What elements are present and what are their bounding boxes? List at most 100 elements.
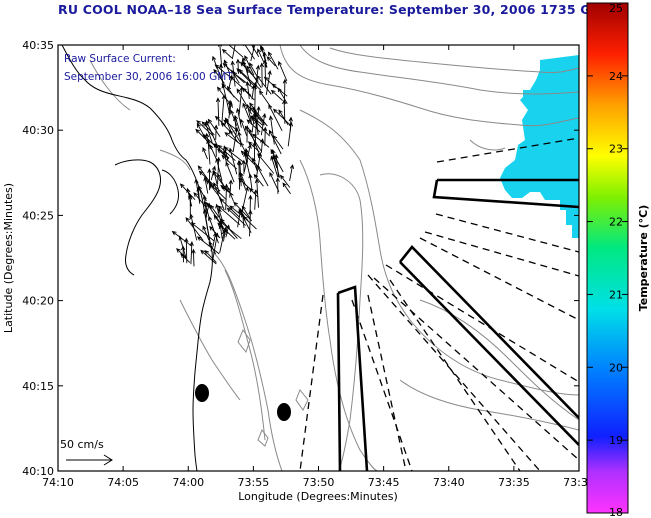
current-vector	[265, 69, 272, 95]
current-vector	[191, 248, 196, 267]
current-vector	[238, 208, 252, 234]
x-tick-label: 74:00	[172, 476, 204, 489]
current-vector	[282, 78, 288, 105]
current-vector	[217, 173, 228, 192]
current-vector	[205, 119, 219, 147]
current-vector	[254, 178, 260, 208]
current-vector	[241, 159, 247, 175]
current-vector	[219, 229, 226, 253]
current-vector	[243, 151, 251, 179]
current-vector	[201, 121, 215, 136]
current-vector	[252, 141, 257, 162]
colorbar-tick-label: 22	[609, 216, 623, 229]
current-vector	[240, 150, 256, 166]
current-vector	[248, 173, 253, 191]
current-vector	[278, 60, 288, 82]
current-vector	[239, 118, 248, 137]
station-marker	[195, 384, 209, 402]
current-vector	[221, 94, 227, 126]
current-vector	[225, 224, 231, 238]
current-vector	[221, 48, 233, 59]
x-tick-label: 73:55	[238, 476, 270, 489]
bathymetry-contours	[89, 45, 579, 471]
current-vector	[235, 107, 242, 128]
y-tick-label: 40:15	[22, 380, 54, 393]
current-vector	[249, 62, 258, 78]
current-vector	[272, 108, 292, 126]
current-vector	[228, 45, 244, 58]
sst-patch	[500, 55, 579, 238]
current-vector	[254, 119, 259, 146]
current-vector	[205, 202, 211, 216]
current-vector	[217, 45, 223, 68]
current-vector	[207, 118, 221, 137]
current-vector	[266, 56, 276, 67]
current-vector	[223, 59, 230, 74]
y-tick-label: 40:30	[22, 124, 54, 137]
current-vector	[260, 138, 265, 153]
x-tick-label: 73:45	[368, 476, 400, 489]
current-vector	[270, 89, 283, 101]
current-vector	[209, 144, 218, 160]
current-vector	[278, 109, 289, 126]
current-vector	[267, 51, 279, 70]
current-vector	[244, 147, 249, 163]
current-vector	[255, 151, 262, 178]
current-vector	[202, 146, 208, 160]
current-vector	[270, 155, 279, 178]
current-vector	[244, 149, 262, 172]
scale-label: 50 cm/s	[60, 438, 104, 451]
current-vector	[260, 112, 267, 136]
plot-frame	[57, 44, 580, 472]
current-vector	[228, 147, 238, 175]
current-vector	[262, 51, 267, 68]
current-vector	[217, 205, 240, 225]
current-vector	[187, 192, 193, 207]
current-vector	[195, 128, 209, 143]
current-vector	[250, 116, 271, 137]
colorbar-tick-label: 24	[609, 70, 623, 83]
y-tick-label: 40:35	[22, 39, 54, 52]
current-vector	[220, 184, 234, 196]
current-vector	[221, 83, 240, 103]
current-vector	[253, 189, 258, 210]
x-tick-label: 73:50	[303, 476, 335, 489]
colorbar-title: Temperature (°C)	[637, 205, 650, 312]
current-vector	[197, 165, 215, 189]
coastline	[61, 45, 213, 471]
x-tick-label: 74:10	[42, 476, 74, 489]
current-vector	[204, 249, 217, 263]
current-vector	[203, 176, 209, 194]
current-vector	[231, 45, 236, 60]
current-vector	[196, 122, 213, 150]
current-vector	[209, 204, 220, 218]
current-vector	[226, 207, 247, 226]
colorbar-ticks: 25 24 23 22 21 20 19 18	[587, 2, 628, 518]
current-vector	[208, 215, 219, 244]
current-vector	[179, 183, 196, 201]
current-vector	[236, 88, 252, 115]
colorbar-tick-label: 21	[609, 288, 623, 301]
current-vector	[242, 45, 255, 60]
current-vector	[268, 104, 283, 132]
current-vector	[257, 48, 265, 63]
colorbar-tick-label: 19	[609, 434, 623, 447]
current-vector	[216, 156, 221, 185]
colorbar-tick-label: 18	[609, 506, 623, 518]
current-vector	[215, 97, 221, 126]
current-vector	[224, 117, 241, 143]
current-vector	[254, 64, 261, 91]
y-tick-label: 40:20	[22, 295, 54, 308]
current-vector	[277, 87, 288, 104]
current-vector	[207, 168, 212, 191]
current-vector	[288, 116, 293, 131]
current-vector	[189, 213, 198, 241]
x-tick-label: 73:35	[498, 476, 530, 489]
current-vector	[246, 119, 261, 133]
current-vector	[228, 179, 233, 198]
current-vector	[237, 131, 242, 145]
current-vector	[238, 171, 246, 189]
current-vector	[263, 76, 277, 89]
current-vector	[212, 55, 225, 85]
current-vector	[249, 106, 265, 126]
